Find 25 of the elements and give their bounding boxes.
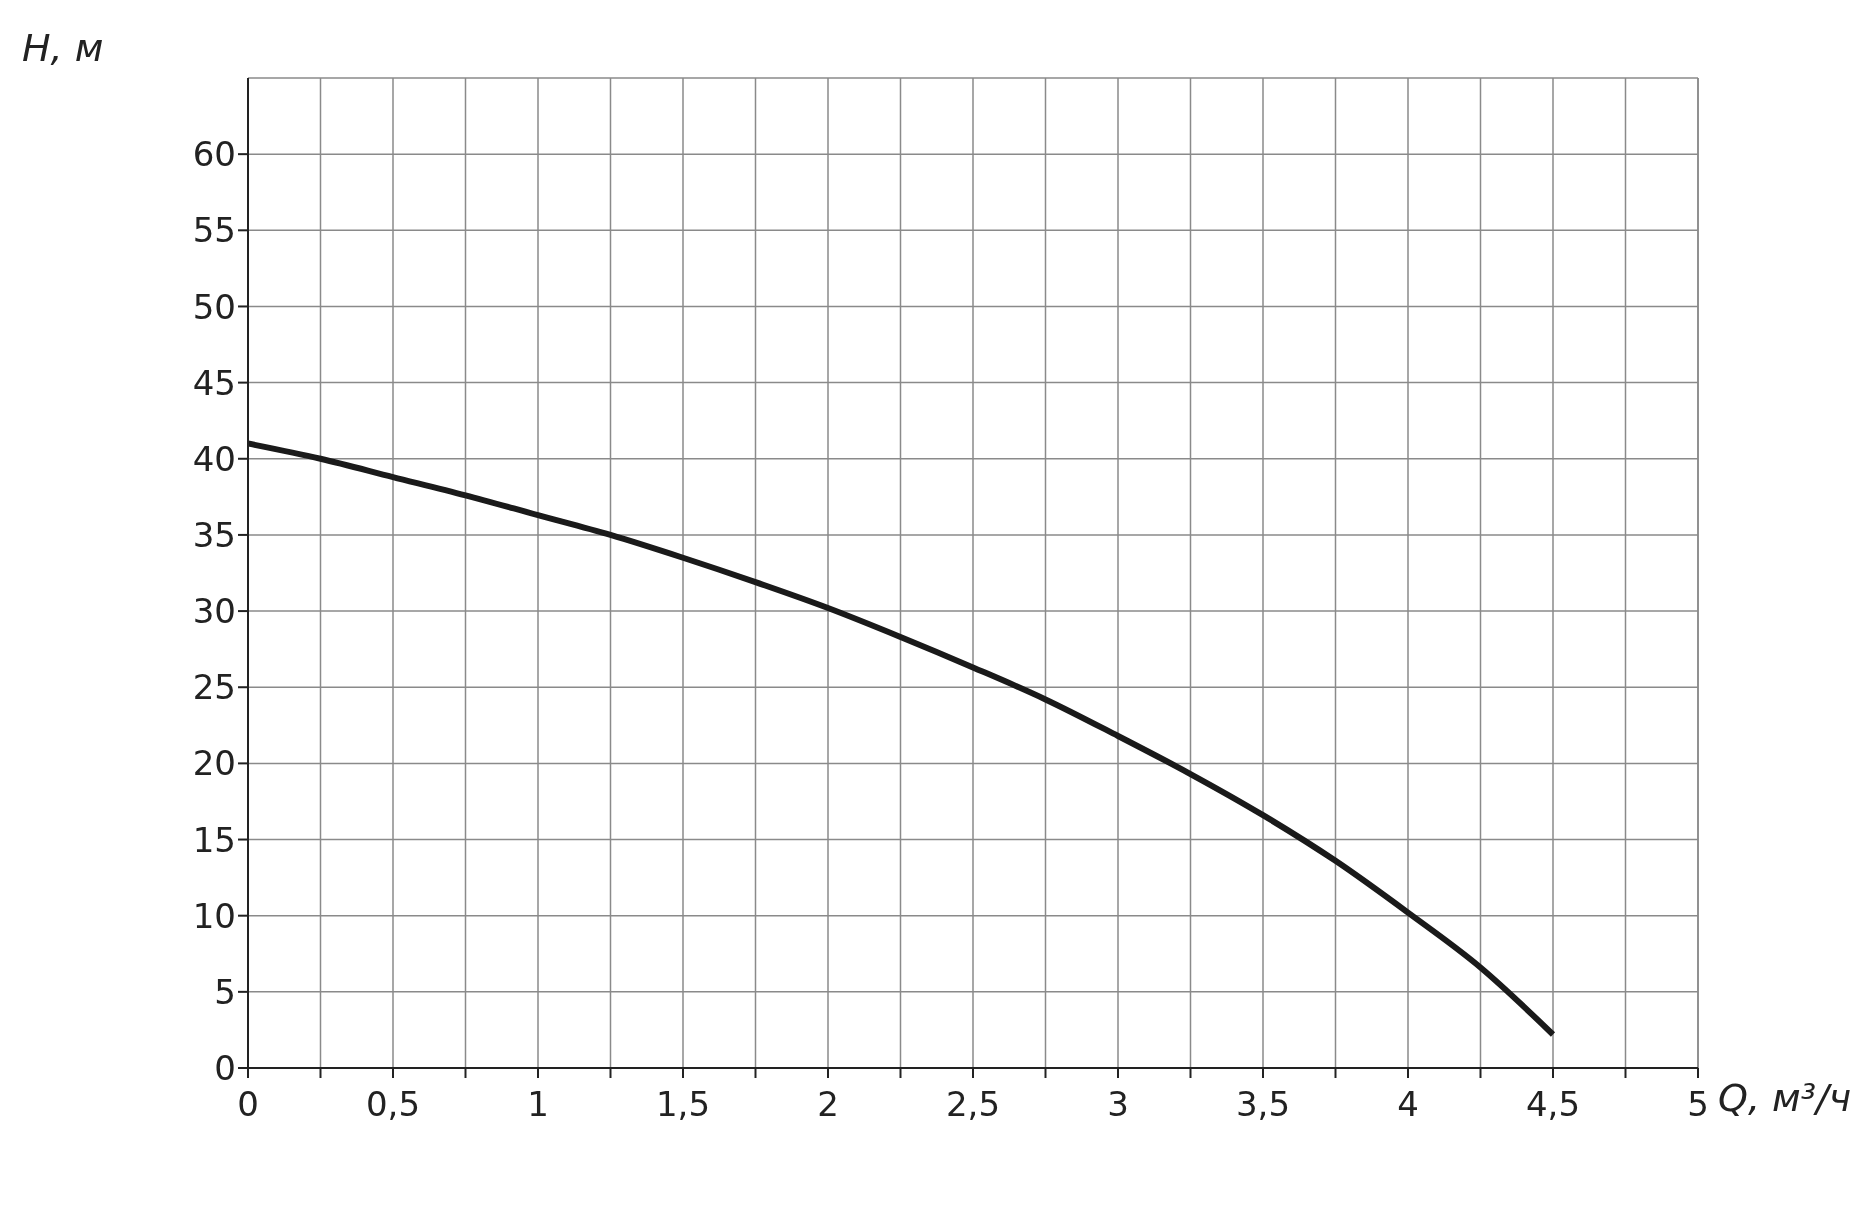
y-tick-label: 10 xyxy=(192,895,236,936)
y-tick-label: 30 xyxy=(192,591,236,632)
x-axis-title: Q, м³/ч xyxy=(1718,1076,1852,1120)
x-tick-label: 1,5 xyxy=(655,1084,711,1125)
y-tick-label: 20 xyxy=(192,743,236,784)
y-tick-label: 15 xyxy=(192,819,236,860)
y-tick-label: 50 xyxy=(192,286,236,327)
y-axis-title: H, м xyxy=(22,26,104,70)
x-tick-label: 4,5 xyxy=(1525,1084,1581,1125)
y-tick-label: 40 xyxy=(192,438,236,479)
x-tick-label: 2 xyxy=(817,1084,839,1125)
y-tick-label: 5 xyxy=(214,971,236,1012)
x-tick-label: 0,5 xyxy=(365,1084,421,1125)
x-tick-label: 2,5 xyxy=(945,1084,1001,1125)
y-tick-label: 55 xyxy=(192,210,236,251)
x-tick-label: 4 xyxy=(1397,1084,1419,1125)
y-tick-label: 45 xyxy=(192,362,236,403)
y-tick-label: 25 xyxy=(192,667,236,708)
y-tick-label: 35 xyxy=(192,514,236,555)
x-tick-label: 5 xyxy=(1687,1084,1709,1125)
x-tick-label: 1 xyxy=(527,1084,549,1125)
x-tick-label: 3,5 xyxy=(1235,1084,1291,1125)
y-tick-label: 0 xyxy=(214,1048,236,1089)
x-tick-label: 3 xyxy=(1107,1084,1129,1125)
y-tick-label: 60 xyxy=(192,134,236,175)
